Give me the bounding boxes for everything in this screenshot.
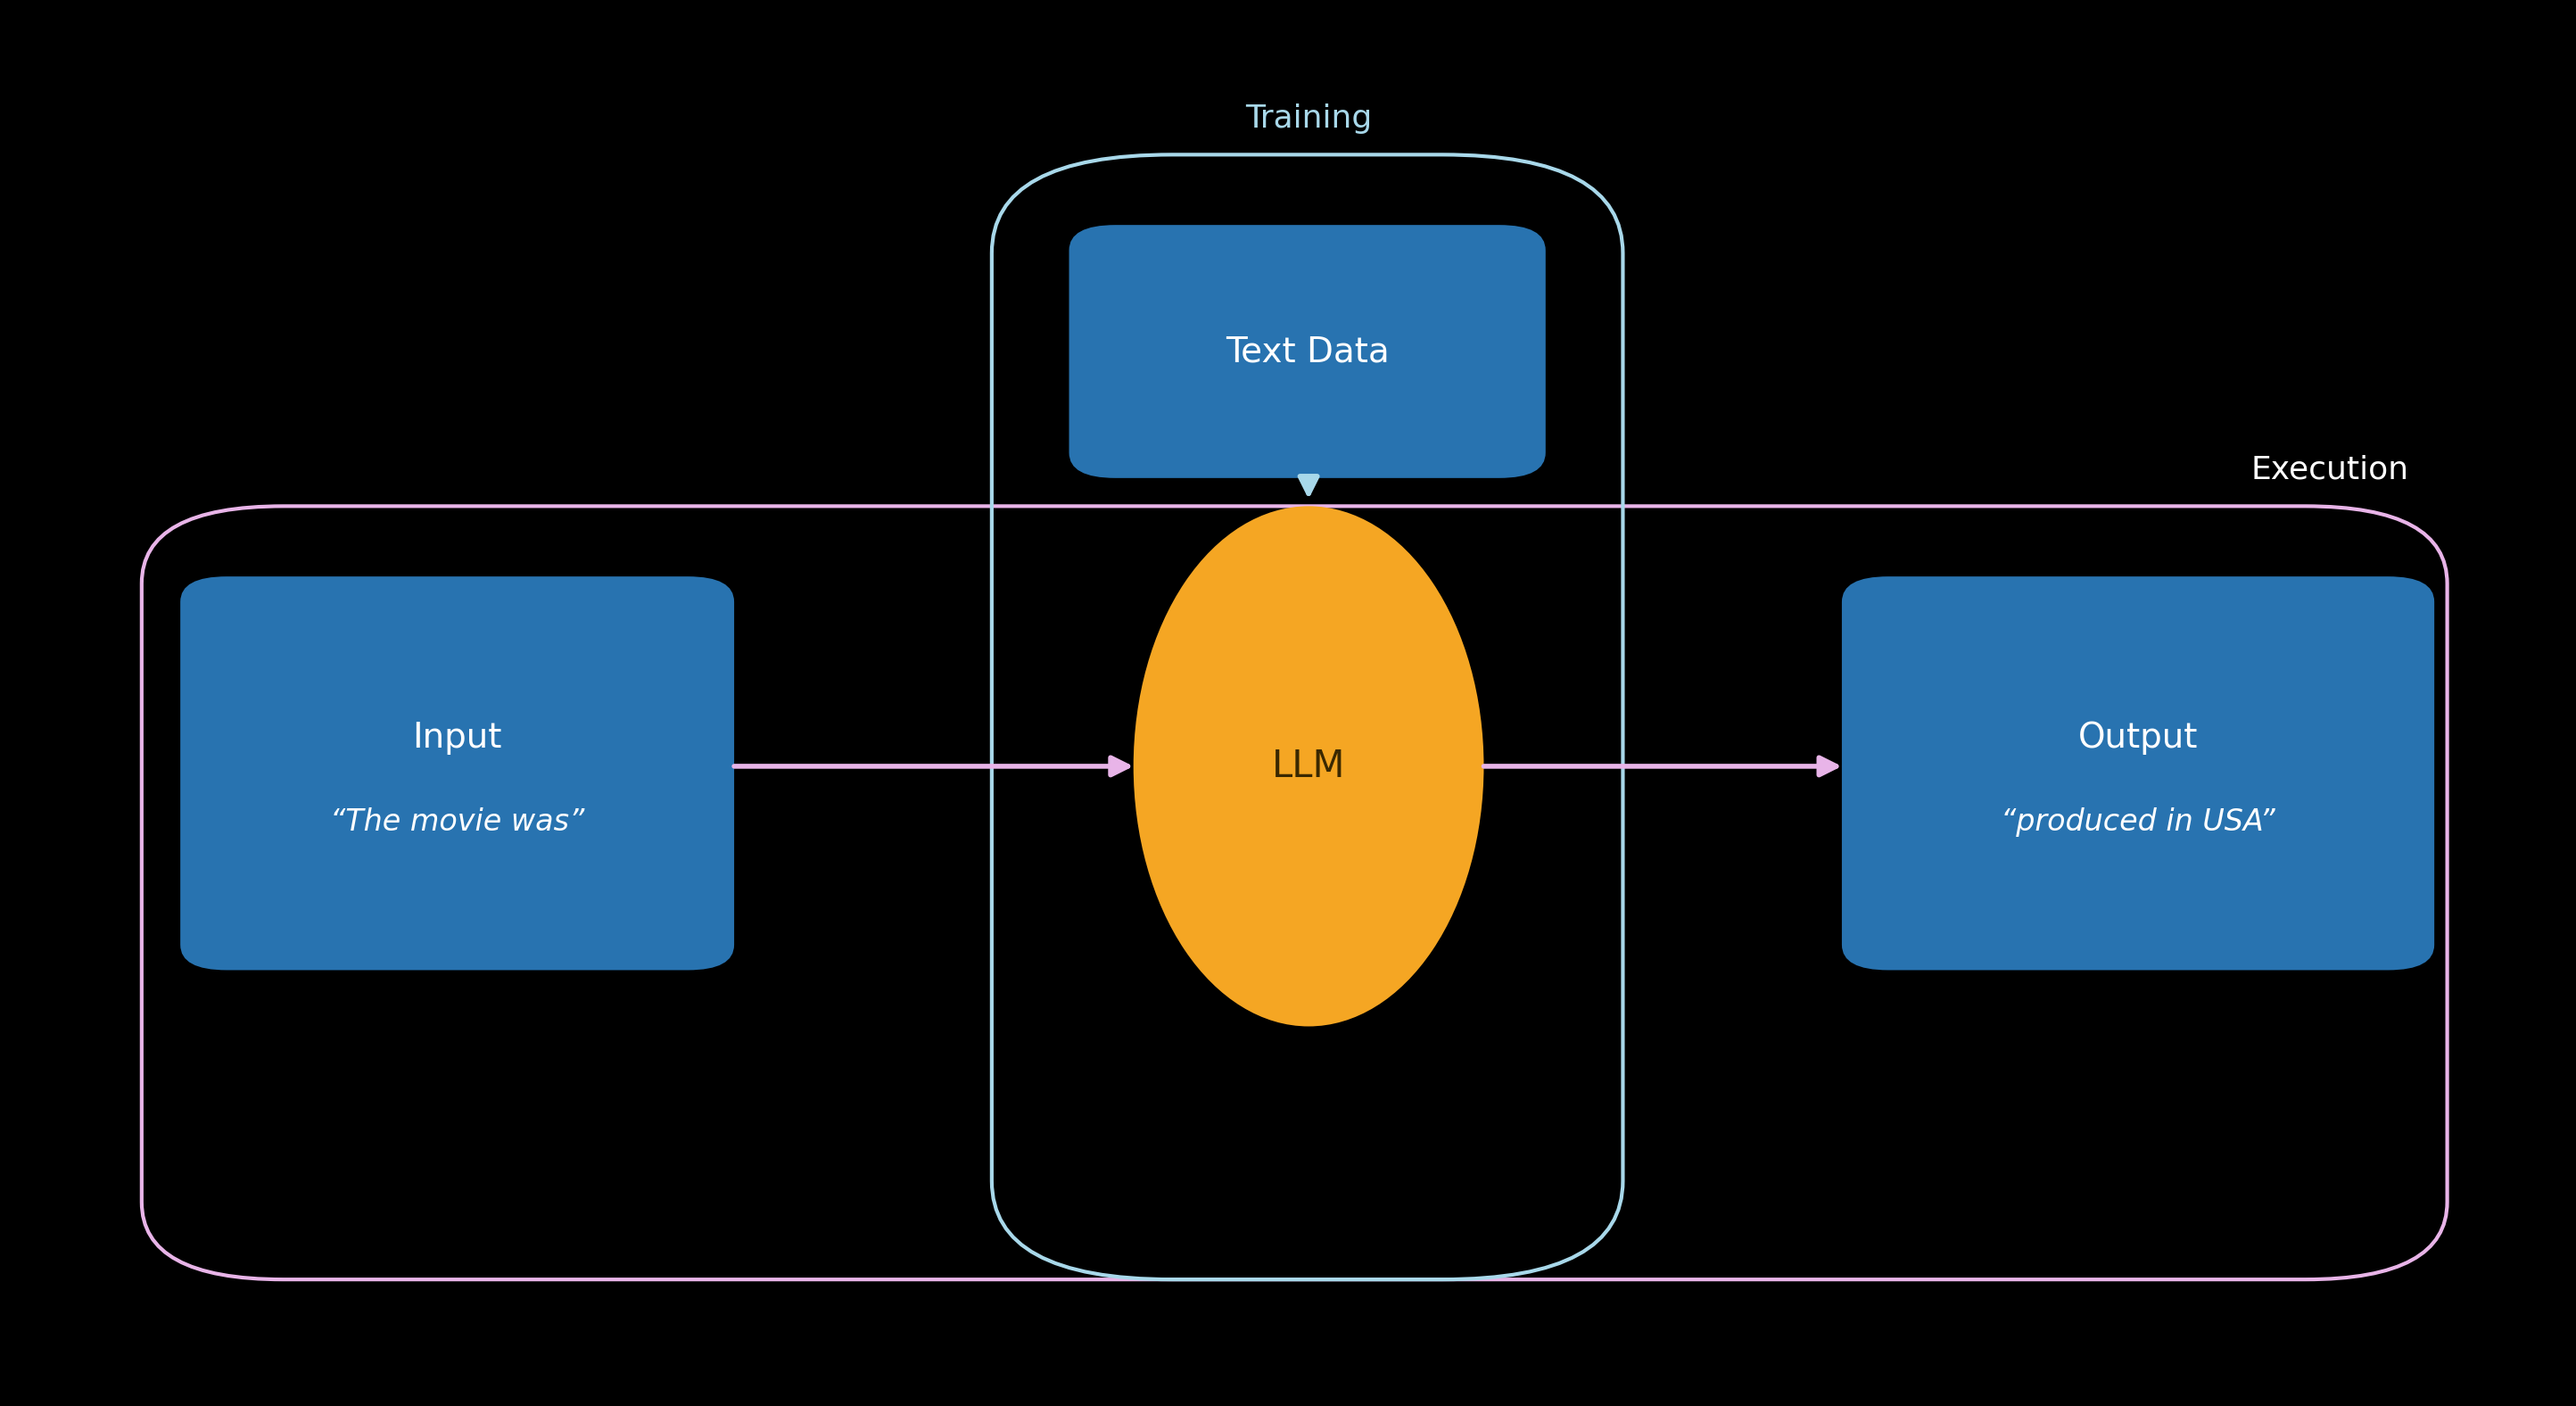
Text: “produced in USA”: “produced in USA” xyxy=(2002,808,2275,837)
Text: Output: Output xyxy=(2079,721,2197,755)
Ellipse shape xyxy=(1133,506,1484,1026)
Text: LLM: LLM xyxy=(1273,748,1345,785)
Text: Text Data: Text Data xyxy=(1226,335,1388,368)
FancyBboxPatch shape xyxy=(1842,576,2434,970)
Text: Execution: Execution xyxy=(2251,454,2409,485)
Text: Input: Input xyxy=(412,721,502,755)
FancyBboxPatch shape xyxy=(1069,225,1546,478)
FancyBboxPatch shape xyxy=(180,576,734,970)
Text: “The movie was”: “The movie was” xyxy=(330,808,585,837)
Text: Training: Training xyxy=(1244,103,1373,134)
